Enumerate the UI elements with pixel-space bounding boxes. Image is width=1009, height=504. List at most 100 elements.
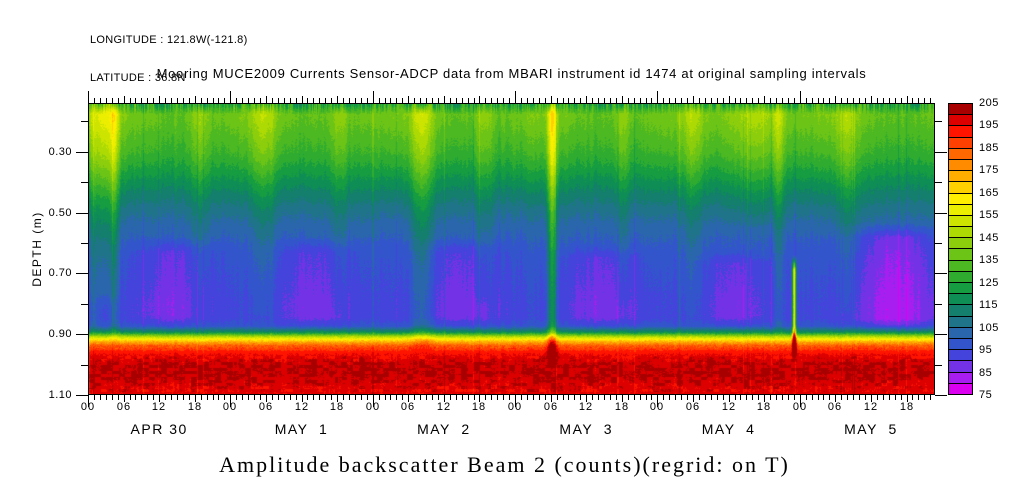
x-tick-minor (278, 395, 279, 400)
y-tick-major (76, 273, 88, 274)
x-tick-minor (189, 395, 190, 400)
x-tick-minor (859, 98, 860, 103)
x-tick-minor (877, 395, 878, 400)
x-tick-major (693, 395, 694, 402)
x-tick-minor (106, 395, 107, 400)
colorbar-segment (949, 159, 972, 172)
x-tick-minor (319, 98, 320, 103)
x-tick-minor (503, 98, 504, 103)
x-tick-minor (782, 395, 783, 400)
x-tick-minor (420, 395, 421, 400)
hour-tick-label: 06 (827, 401, 843, 413)
x-tick-minor (224, 395, 225, 400)
x-tick-minor (823, 395, 824, 400)
x-tick-minor (474, 395, 475, 400)
x-tick-minor (812, 395, 813, 400)
x-tick-minor (426, 98, 427, 103)
y-tick-major (76, 395, 88, 396)
x-tick-minor (456, 395, 457, 400)
hour-tick-label: 06 (116, 401, 132, 413)
hour-tick-label: 12 (863, 401, 879, 413)
x-tick-minor (112, 395, 113, 400)
colorbar-segment (949, 327, 972, 339)
x-tick-minor (485, 98, 486, 103)
x-tick-minor (687, 98, 688, 103)
colorbar-tick-label: 75 (979, 389, 993, 401)
x-tick-major (373, 395, 374, 407)
colorbar-segment (949, 148, 972, 160)
x-tick-minor (396, 395, 397, 400)
x-tick-minor (438, 395, 439, 400)
y-tick-major (935, 334, 947, 335)
x-tick-minor (574, 395, 575, 400)
x-tick-minor (456, 98, 457, 103)
x-tick-major (230, 91, 231, 103)
x-tick-minor (669, 395, 670, 400)
hour-tick-label: 06 (400, 401, 416, 413)
x-tick-minor (236, 98, 237, 103)
x-tick-minor (118, 98, 119, 103)
x-tick-minor (746, 98, 747, 103)
x-tick-minor (563, 98, 564, 103)
x-tick-minor (580, 98, 581, 103)
x-tick-minor (153, 98, 154, 103)
x-tick-minor (474, 98, 475, 103)
x-tick-minor (313, 395, 314, 400)
x-tick-minor (141, 395, 142, 400)
y-tick-major (935, 152, 947, 153)
x-tick-major (195, 96, 196, 103)
x-tick-minor (343, 98, 344, 103)
x-tick-minor (147, 98, 148, 103)
x-tick-major (551, 395, 552, 402)
x-tick-minor (918, 395, 919, 400)
x-tick-minor (509, 395, 510, 400)
colorbar-segment (949, 283, 972, 295)
x-tick-minor (675, 395, 676, 400)
x-tick-minor (313, 98, 314, 103)
x-tick-minor (752, 98, 753, 103)
x-tick-minor (794, 395, 795, 400)
x-tick-minor (841, 395, 842, 400)
x-tick-minor (788, 395, 789, 400)
x-tick-minor (806, 395, 807, 400)
x-tick-minor (681, 395, 682, 400)
x-tick-major (835, 96, 836, 103)
x-tick-minor (414, 395, 415, 400)
x-tick-minor (930, 395, 931, 400)
x-tick-minor (468, 395, 469, 400)
x-tick-minor (782, 98, 783, 103)
x-tick-minor (135, 98, 136, 103)
y-tick-minor (81, 182, 88, 183)
y-tick-major (76, 152, 88, 153)
y-tick-major (935, 213, 947, 214)
colorbar-tick-label: 175 (979, 164, 999, 177)
x-tick-minor (260, 395, 261, 400)
x-tick-minor (681, 98, 682, 103)
hour-tick-label: 18 (329, 401, 345, 413)
x-tick-major (337, 96, 338, 103)
x-tick-major (408, 96, 409, 103)
colorbar-segment (949, 126, 972, 138)
x-tick-minor (331, 395, 332, 400)
x-tick-major (302, 96, 303, 103)
x-tick-minor (592, 98, 593, 103)
x-tick-minor (598, 395, 599, 400)
x-tick-minor (485, 395, 486, 400)
colorbar-segment (949, 193, 972, 205)
y-tick-major (935, 395, 947, 396)
day-label: MAY 2 (417, 421, 471, 437)
x-tick-minor (610, 98, 611, 103)
x-tick-minor (432, 395, 433, 400)
x-tick-minor (367, 395, 368, 400)
x-tick-minor (171, 395, 172, 400)
colorbar-segment (949, 171, 972, 183)
x-tick-minor (912, 395, 913, 400)
x-tick-major (693, 96, 694, 103)
x-tick-minor (260, 98, 261, 103)
x-tick-minor (598, 98, 599, 103)
x-tick-minor (592, 395, 593, 400)
x-tick-minor (349, 98, 350, 103)
x-tick-minor (385, 98, 386, 103)
x-tick-major (444, 395, 445, 402)
colorbar-tick-label: 105 (979, 321, 999, 334)
